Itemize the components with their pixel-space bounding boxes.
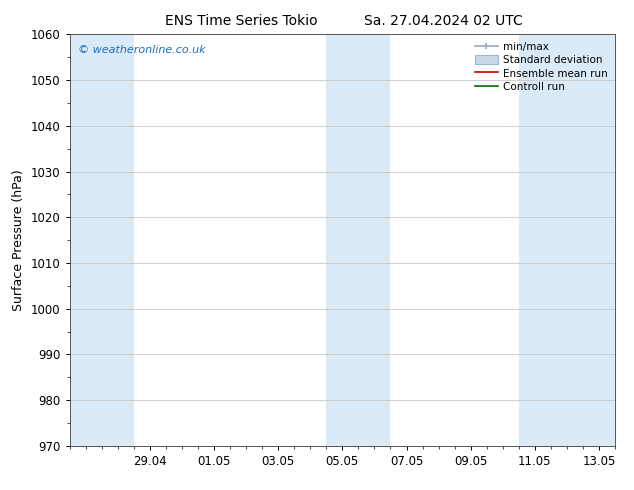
Legend: min/max, Standard deviation, Ensemble mean run, Controll run: min/max, Standard deviation, Ensemble me… — [473, 40, 610, 94]
Text: ENS Time Series Tokio: ENS Time Series Tokio — [165, 14, 317, 28]
Bar — [519, 34, 615, 446]
Text: © weatheronline.co.uk: © weatheronline.co.uk — [78, 45, 205, 54]
Bar — [70, 34, 134, 446]
Y-axis label: Surface Pressure (hPa): Surface Pressure (hPa) — [13, 169, 25, 311]
Text: Sa. 27.04.2024 02 UTC: Sa. 27.04.2024 02 UTC — [365, 14, 523, 28]
Bar — [327, 34, 391, 446]
